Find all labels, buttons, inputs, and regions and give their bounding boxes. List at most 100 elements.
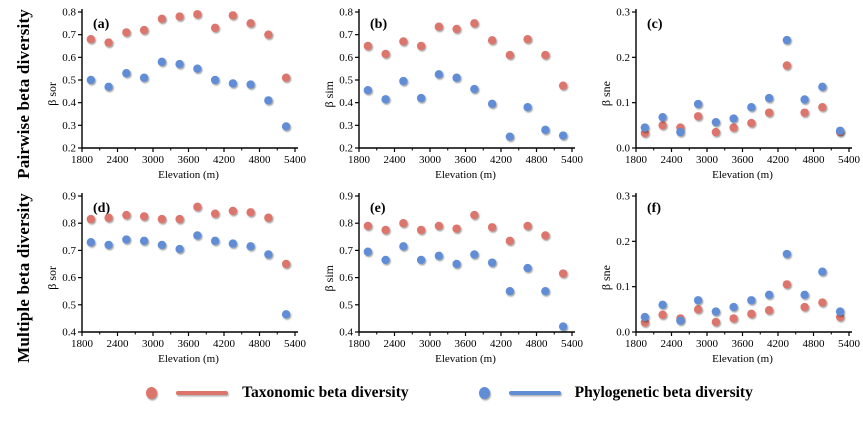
legend-item-taxonomic: Taxonomic beta diversity [146,384,409,402]
svg-text:0.4: 0.4 [339,327,353,339]
legend-label-taxonomic: Taxonomic beta diversity [242,384,409,401]
svg-text:3000: 3000 [142,338,165,350]
svg-text:0.1: 0.1 [616,281,630,293]
svg-text:5400: 5400 [284,154,307,166]
legend-item-phylogenetic: Phylogenetic beta diversity [478,384,753,402]
panel-c: β sne 0.0 0.1 0.2 0.3 1800 2400 3000 3600 4200 48… [584,2,861,186]
svg-text:4800: 4800 [526,154,549,166]
svg-text:0.8: 0.8 [339,218,353,230]
svg-text:Elevation (m): Elevation (m) [435,169,496,181]
svg-text:0.5: 0.5 [62,75,76,87]
y-axis-label-c: β sne [598,81,613,107]
svg-text:0.6: 0.6 [62,52,76,64]
y-axis-label-wrap: β sne [584,2,613,186]
svg-text:0.0: 0.0 [616,143,630,155]
panel-f: β sne 0.0 0.1 0.2 0.3 1800 2400 3000 3600 4200 48… [584,186,861,370]
svg-text:2400: 2400 [661,154,684,166]
svg-text:0.3: 0.3 [616,191,630,203]
svg-text:0.9: 0.9 [62,191,76,203]
svg-text:4200: 4200 [213,154,236,166]
svg-text:0.0: 0.0 [616,327,630,339]
svg-text:3600: 3600 [178,154,201,166]
svg-text:0.7: 0.7 [62,29,76,41]
svg-text:(f): (f) [647,201,661,216]
svg-text:3000: 3000 [142,154,165,166]
chart-row-pairwise: Pairwise beta diversity β sor 0.2 0.3 0.4 0… [0,2,863,186]
svg-text:(a): (a) [93,17,110,32]
svg-text:1800: 1800 [625,154,648,166]
y-axis-label-b: β sim [321,80,336,108]
taxonomic-dot-icon [146,387,158,399]
svg-text:(d): (d) [93,201,110,216]
chart-c: 0.0 0.1 0.2 0.3 1800 2400 3000 3600 4200 4800 5400… [600,2,861,181]
svg-text:4200: 4200 [490,338,513,350]
svg-text:5400: 5400 [838,154,861,166]
svg-text:0.6: 0.6 [339,52,353,64]
svg-text:(e): (e) [370,201,386,216]
svg-text:4200: 4200 [213,338,236,350]
svg-text:0.2: 0.2 [339,143,353,155]
svg-text:0.4: 0.4 [62,97,76,109]
svg-text:Elevation (m): Elevation (m) [158,169,219,181]
y-axis-label-wrap: β sim [307,2,336,186]
svg-text:0.2: 0.2 [62,143,76,155]
svg-text:(b): (b) [370,17,387,32]
phylogenetic-dot-icon [478,387,490,399]
svg-text:1800: 1800 [348,338,371,350]
svg-text:0.8: 0.8 [339,7,353,19]
svg-text:3000: 3000 [696,154,719,166]
svg-text:0.8: 0.8 [62,7,76,19]
svg-text:5400: 5400 [838,338,861,350]
y-axis-label-wrap: β sim [307,186,336,370]
svg-text:3600: 3600 [178,338,201,350]
svg-text:0.2: 0.2 [616,236,630,248]
svg-text:0.1: 0.1 [616,97,630,109]
svg-text:0.6: 0.6 [339,272,353,284]
chart-b: 0.2 0.3 0.4 0.5 0.6 0.7 0.8 1800 2400 3000 3600 420… [323,2,584,181]
svg-text:0.4: 0.4 [339,97,353,109]
svg-text:5400: 5400 [284,338,307,350]
svg-text:0.7: 0.7 [62,245,76,257]
y-axis-label-e: β sim [321,264,336,292]
svg-text:2400: 2400 [107,338,130,350]
y-axis-label-d: β sor [44,266,59,290]
legend: Taxonomic beta diversity Phylogenetic be… [0,384,863,402]
taxonomic-line-icon [176,391,229,395]
svg-text:5400: 5400 [561,154,584,166]
svg-text:3000: 3000 [419,338,442,350]
svg-text:1800: 1800 [71,154,94,166]
svg-text:0.9: 0.9 [339,191,353,203]
panel-b: β sim 0.2 0.3 0.4 0.5 0.6 0.7 0.8 1800 2400 3000 3… [307,2,584,186]
row-label-multiple: Multiple beta diversity [14,193,33,363]
svg-text:5400: 5400 [561,338,584,350]
svg-text:3600: 3600 [455,338,478,350]
svg-text:1800: 1800 [348,154,371,166]
panel-d: β sor 0.4 0.5 0.6 0.7 0.8 0.9 1800 2400 3000 3600… [30,186,307,370]
y-axis-label-wrap: β sne [584,186,613,370]
svg-text:3000: 3000 [419,154,442,166]
legend-label-phylogenetic: Phylogenetic beta diversity [574,384,753,401]
svg-text:1800: 1800 [71,338,94,350]
y-axis-label-a: β sor [44,82,59,106]
chart-f: 0.0 0.1 0.2 0.3 1800 2400 3000 3600 4200 4800 5400… [600,186,861,365]
svg-text:2400: 2400 [384,154,407,166]
svg-text:3600: 3600 [455,154,478,166]
phylogenetic-line-icon [508,391,561,395]
svg-text:4800: 4800 [249,154,272,166]
svg-text:4800: 4800 [249,338,272,350]
svg-text:4800: 4800 [803,338,826,350]
svg-text:Elevation (m): Elevation (m) [712,353,773,365]
panel-e: β sim 0.4 0.5 0.6 0.7 0.8 0.9 1800 2400 3000 3600… [307,186,584,370]
svg-text:0.4: 0.4 [62,327,76,339]
y-axis-label-f: β sne [598,265,613,291]
svg-text:0.7: 0.7 [339,29,353,41]
row-label-wrap: Multiple beta diversity [0,186,33,370]
svg-text:4800: 4800 [803,154,826,166]
svg-text:3600: 3600 [732,154,755,166]
svg-text:(c): (c) [647,17,663,32]
chart-e: 0.4 0.5 0.6 0.7 0.8 0.9 1800 2400 3000 3600 4200 48… [323,186,584,365]
svg-text:4200: 4200 [490,154,513,166]
svg-text:4200: 4200 [767,154,790,166]
svg-text:0.3: 0.3 [616,7,630,19]
